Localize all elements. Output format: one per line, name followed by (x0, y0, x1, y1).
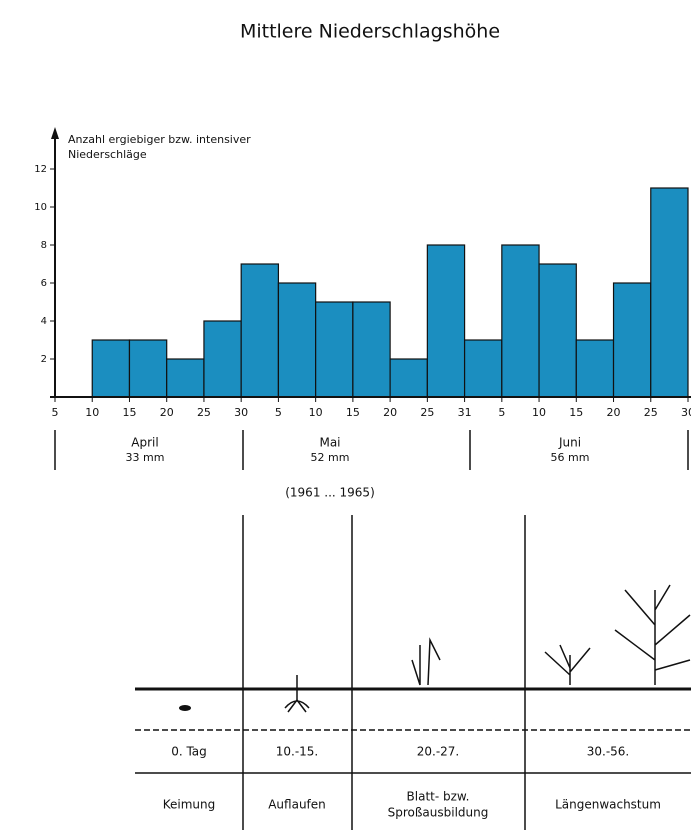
bar (316, 302, 353, 397)
y-tick-label: 8 (41, 240, 47, 251)
stage-name: Längenwachstum (555, 798, 661, 812)
x-tick-label: 31 (458, 406, 472, 419)
stage-name: Sproßausbildung (388, 806, 489, 820)
x-tick-label: 30 (234, 406, 248, 419)
x-tick-label: 20 (160, 406, 174, 419)
y-tick-label: 10 (34, 202, 47, 213)
bar (129, 340, 166, 397)
x-tick-label: 25 (644, 406, 658, 419)
stage-day: 30.-56. (587, 745, 630, 759)
x-tick-label: 20 (383, 406, 397, 419)
bar (427, 245, 464, 397)
bar (465, 340, 502, 397)
y-tick-label: 2 (41, 354, 47, 365)
bar (241, 264, 278, 397)
x-tick-label: 25 (420, 406, 434, 419)
y-tick-label: 4 (41, 316, 47, 327)
bar (278, 283, 315, 397)
x-tick-label: 5 (498, 406, 505, 419)
x-tick-label: 15 (346, 406, 360, 419)
month-amount: 56 mm (551, 451, 590, 464)
stage-diagram (135, 515, 691, 830)
month-amount: 33 mm (126, 451, 165, 464)
bar (204, 321, 241, 397)
bar (92, 340, 129, 397)
bar (502, 245, 539, 397)
stage-name: Keimung (163, 798, 216, 812)
stage-day: 0. Tag (171, 745, 207, 759)
bar (353, 302, 390, 397)
month-name: April (131, 436, 158, 450)
x-tick-label: 5 (52, 406, 59, 419)
stage-name: Blatt- bzw. (407, 790, 470, 804)
month-amount: 52 mm (311, 451, 350, 464)
y-axis-arrow (51, 127, 59, 139)
bar (614, 283, 651, 397)
bar (539, 264, 576, 397)
month-name: Mai (319, 436, 340, 450)
x-tick-label: 15 (122, 406, 136, 419)
x-tick-label: 20 (607, 406, 621, 419)
bar (651, 188, 688, 397)
x-tick-label: 5 (275, 406, 282, 419)
stage-day: 20.-27. (417, 745, 460, 759)
x-tick-label: 25 (197, 406, 211, 419)
bar (167, 359, 204, 397)
bar (390, 359, 427, 397)
y-axis-label: Niederschläge (68, 148, 147, 161)
x-tick-label: 15 (569, 406, 583, 419)
stage-name: Auflaufen (268, 798, 326, 812)
y-tick-label: 12 (34, 164, 47, 175)
period: (1961 ... 1965) (285, 486, 375, 500)
figure: Mittlere Niederschlagshöhe Anzahl ergieb… (0, 0, 691, 830)
month-name: Juni (558, 436, 581, 450)
x-tick-label: 10 (85, 406, 99, 419)
bar (576, 340, 613, 397)
y-axis-label: Anzahl ergiebiger bzw. intensiver (68, 133, 251, 146)
y-tick-label: 6 (41, 278, 47, 289)
x-tick-label: 30 (681, 406, 691, 419)
x-tick-label: 10 (532, 406, 546, 419)
chart-title: Mittlere Niederschlagshöhe (240, 21, 500, 43)
x-tick-label: 10 (309, 406, 323, 419)
stage-day: 10.-15. (276, 745, 319, 759)
